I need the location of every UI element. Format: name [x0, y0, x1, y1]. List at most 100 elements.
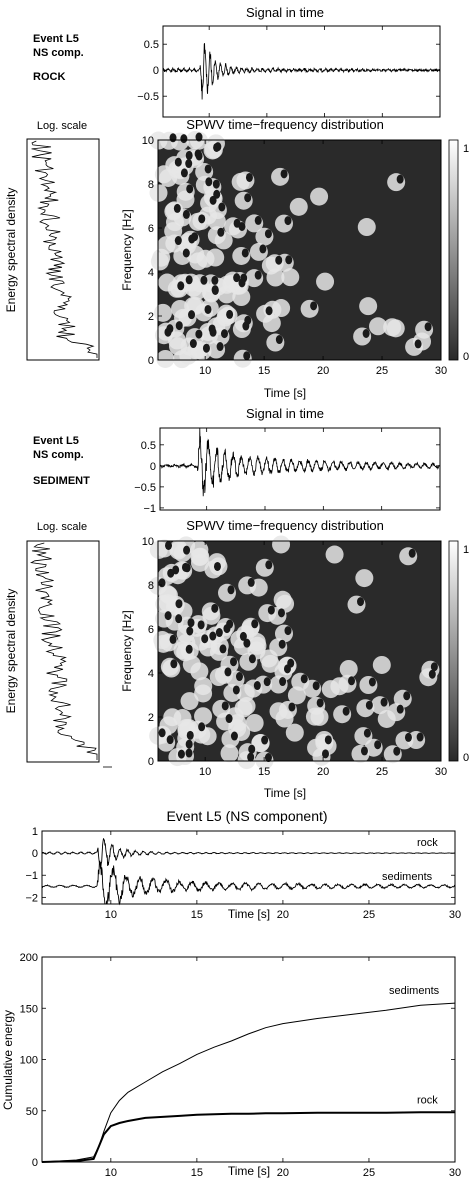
rock-tf-energy-blob [176, 190, 195, 209]
sediment-tf-energy-blob [285, 723, 304, 742]
rock-tf-interference-dot [212, 179, 220, 189]
sediment-spectrum-line [30, 542, 98, 760]
sediment-tf-xlabel: Time [s] [264, 786, 306, 800]
energy-xtick-label: 30 [449, 1167, 461, 1179]
sediment-tf-interference-dot [288, 702, 296, 712]
sediment-tf-ytick-label: 8 [148, 580, 154, 592]
rock-component-label: NS comp. [33, 47, 84, 59]
rock-tf-interference-dot [254, 270, 262, 280]
sediment-colorbar-label-top: 1 [463, 544, 469, 556]
rock-tf-xtick-label: 30 [435, 365, 447, 377]
rock-tf-interference-dot [362, 329, 370, 339]
comparison-xtick-label: 25 [363, 909, 375, 921]
rock-tf-interference-dot [164, 327, 172, 337]
rock-tf-interference-dot [174, 157, 182, 167]
sediment-tf-interference-dot [170, 659, 178, 669]
rock-tf-interference-dot [238, 278, 246, 288]
rock-signal-ytick-label: 0 [153, 65, 159, 77]
rock-colorbar-label-top: 1 [463, 143, 469, 155]
rock-tf-interference-dot [173, 203, 181, 213]
sediment-tf-interference-dot [264, 753, 272, 763]
sediment-tf-interference-dot [416, 732, 424, 742]
rock-tf-energy-blob [156, 349, 175, 368]
sediment-tf-interference-dot [175, 599, 183, 609]
rock-tf-energy-blob [154, 165, 173, 184]
sediment-tf-interference-dot [374, 740, 382, 750]
rock-tf-xtick-label: 15 [258, 365, 270, 377]
rock-tf-energy-blob [386, 319, 405, 338]
energy-label-sediments: sediments [389, 985, 440, 997]
rock-tf-interference-dot [209, 327, 217, 337]
sediment-tf-ytick-label: 10 [142, 536, 154, 548]
rock-tf-interference-dot [265, 306, 273, 316]
energy-ytick-label: 50 [26, 1106, 38, 1118]
rock-tf-interference-dot [185, 275, 193, 285]
rock-tf-interference-dot [200, 275, 208, 285]
sediment-tf-interference-dot [248, 744, 256, 754]
sediment-tf-ytick-label: 0 [148, 756, 154, 768]
sediment-spectrum-title: Log. scale [37, 521, 87, 533]
sediment-tf-interference-dot [265, 560, 273, 570]
rock-tf-xtick-label: 10 [199, 365, 211, 377]
rock-tf-interference-dot [242, 321, 250, 331]
rock-tf-interference-dot [226, 309, 234, 319]
sediment-tf-interference-dot [198, 722, 206, 732]
sediment-tf-energy-blob [269, 702, 288, 721]
rock-tf-interference-dot [182, 209, 190, 219]
rock-tf-energy-blob [289, 197, 308, 216]
sediment-tf-interference-dot [221, 701, 229, 711]
sediment-tf-energy-blob [180, 692, 199, 711]
rock-tf-interference-dot [244, 193, 252, 203]
comparison-axes [41, 830, 456, 905]
sediment-tf-interference-dot [396, 704, 404, 714]
sediment-event-label: Event L5 [33, 435, 79, 447]
rock-tf-interference-dot [259, 244, 267, 254]
sediment-tf-interference-dot [253, 681, 261, 691]
sediment-tf-interference-dot [175, 614, 183, 624]
rock-tf-ytick-label: 0 [148, 355, 154, 367]
energy-ylabel: Cumulative energy [1, 1010, 15, 1110]
sediment-tf-interference-dot [248, 654, 256, 664]
sediment-tf-interference-dot [393, 746, 401, 756]
sediment-tf-interference-dot [243, 638, 251, 648]
comparison-ytick-label: −2 [25, 892, 38, 904]
energy-xtick-label: 10 [105, 1167, 117, 1179]
comparison-sediments-label: sediments [382, 871, 433, 883]
comparison-xlabel: Time [s] [228, 907, 270, 921]
sediment-tf-interference-dot [185, 739, 193, 749]
sediment-tf-interference-dot [187, 618, 195, 628]
sediment-signal-line [159, 427, 441, 497]
sediment-tf-interference-dot [235, 672, 243, 682]
rock-tf-interference-dot [169, 133, 177, 143]
rock-tf-title: SPWV time−frequency distribution [186, 117, 384, 132]
rock-spectrum-line [31, 140, 98, 358]
rock-spectrum-axes [26, 138, 100, 361]
comparison-xtick-label: 20 [277, 909, 289, 921]
sediment-tf-axes [157, 540, 442, 762]
rock-tf-ylabel: Frequency [Hz] [120, 209, 134, 290]
rock-tf-interference-dot [233, 218, 241, 228]
rock-tf-energy-blob [281, 268, 300, 287]
rock-event-label: Event L5 [33, 33, 79, 45]
sediment-colorbar [448, 540, 459, 762]
sediment-tf-ytick-label: 2 [148, 712, 154, 724]
rock-tf-interference-dot [175, 321, 183, 331]
sediment-tf-interference-dot [177, 749, 185, 759]
rock-tf-interference-dot [217, 227, 225, 237]
rock-tf-ytick-label: 6 [148, 223, 154, 235]
sediment-tf-xtick-label: 25 [376, 766, 388, 778]
comparison-title: Event L5 (NS component) [166, 808, 327, 824]
sediment-tf-xtick-label: 10 [199, 766, 211, 778]
rock-tf-interference-dot [220, 329, 228, 339]
sediment-tf-ytick-label: 4 [148, 668, 154, 680]
sediment-tf-interference-dot [197, 620, 205, 630]
sediment-tf-energy-blob [325, 545, 344, 564]
sediment-signal-ytick-label: 0.5 [141, 440, 156, 452]
sediment-tf-energy-blob [272, 535, 291, 554]
rock-tf-interference-dot [185, 150, 193, 160]
rock-tf-energy-blob [359, 297, 378, 316]
sediment-tf-interference-dot [185, 644, 193, 654]
sediment-tf-energy-blob [305, 707, 324, 726]
sediment-tf-energy-blob [194, 707, 213, 726]
